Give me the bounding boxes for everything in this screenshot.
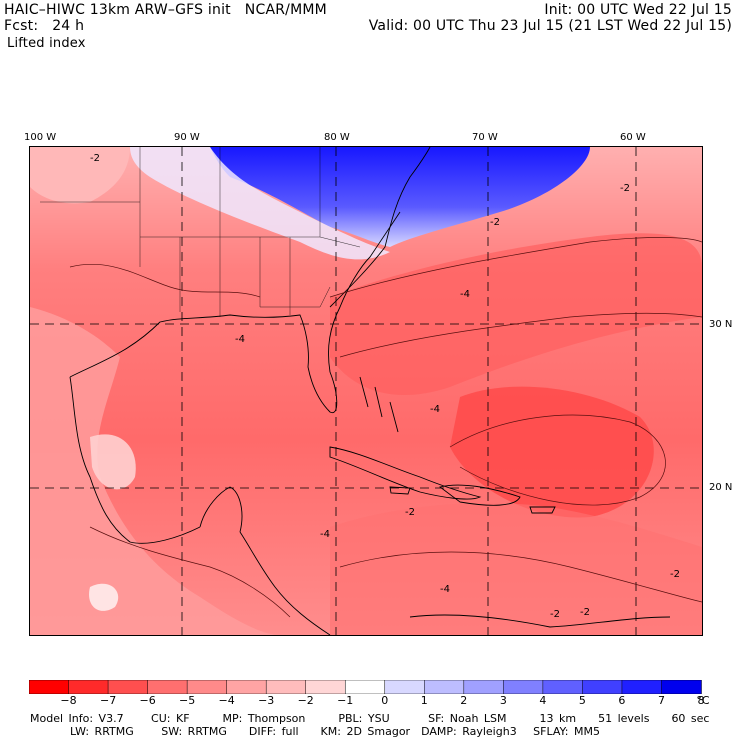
colorbar-swatch: [661, 680, 702, 694]
contour-lines: [69, 237, 702, 618]
northwest-pale-area: [30, 147, 130, 204]
contour-label: -2: [620, 183, 630, 194]
state-border-line: [260, 236, 361, 308]
lat-label-20n: 20 N: [709, 482, 733, 493]
colorbar-tick-label: −5: [178, 694, 196, 707]
contour-label: -2: [580, 607, 590, 618]
colorbar-tick-label: 6: [618, 694, 626, 707]
contour-label: -4: [430, 404, 440, 415]
colorbar-tick-label: 0: [381, 694, 389, 707]
colorbar-tick-label: −7: [99, 694, 117, 707]
colorbar-tick-label: −1: [337, 694, 354, 707]
yucatan-coast: [199, 486, 243, 533]
state-borders: [40, 147, 361, 317]
colorbar-swatch: [147, 680, 188, 694]
lifted-index-map: -2 -2 -2 -4 -4 -4 -4 -4 -2 -2 -2 -2: [29, 146, 703, 636]
cuba: [329, 446, 482, 500]
lat-label-30n: 30 N: [709, 319, 733, 330]
mexico-land: [30, 307, 280, 635]
colorbar-swatch: [542, 680, 584, 694]
gulf-stream-band: [330, 233, 702, 396]
colorbar-swatch: [107, 680, 149, 694]
caribbean-band: [330, 503, 702, 635]
colorbar-tick-label: 8: [697, 694, 705, 707]
contour-line: [339, 551, 702, 603]
state-border-line: [179, 237, 291, 317]
colorbar-tick-label: 2: [460, 694, 468, 707]
grid-lines: [30, 147, 702, 635]
contour-line: [89, 526, 291, 618]
colorbar-tick-label: −8: [60, 694, 77, 707]
central-america-coast: [239, 531, 331, 635]
mexico-gulf-coast: [69, 376, 201, 544]
colorbar-tick-label: 7: [658, 694, 665, 707]
colorbar-tick-label: −3: [258, 694, 275, 707]
colorbar-tick-label: 1: [420, 694, 428, 707]
contour-line: [329, 237, 702, 298]
contour-label: -2: [670, 569, 680, 580]
bahamas: [359, 376, 399, 433]
south-america-coast: [409, 614, 671, 628]
model-title: HAIC–HIWC 13km ARW–GFS init NCAR/MMM: [4, 2, 327, 18]
footer-physics-info: LW: RRTMG SW: RRTMG DIFF: full KM: 2D Sm…: [70, 725, 600, 738]
colorbar-swatch: [621, 680, 663, 694]
jamaica: [389, 486, 411, 495]
contour-line: [449, 414, 666, 506]
colorbar-tick-label: −2: [297, 694, 314, 707]
colorbar-tick-label: 5: [578, 694, 586, 707]
lon-label-70w: 70 W: [472, 132, 498, 143]
field-name: Lifted index: [7, 36, 86, 51]
lon-label-80w: 80 W: [324, 132, 350, 143]
colorbar-swatch: [265, 680, 307, 694]
contour-label: -4: [320, 529, 330, 540]
map-canvas: -2 -2 -2 -4 -4 -4 -4 -4 -2 -2 -2 -2: [30, 147, 702, 635]
lon-label-90w: 90 W: [174, 132, 200, 143]
colorbar-tick-label: 3: [499, 694, 507, 707]
western-gulf-patch: [90, 434, 136, 490]
contour-label: -2: [550, 609, 560, 620]
contour-label: -2: [405, 507, 415, 518]
hispaniola: [438, 484, 521, 506]
bay-of-campeche-patch: [89, 583, 119, 611]
state-border-line: [40, 147, 321, 267]
colorbar-swatch: [186, 680, 228, 694]
colorbar-tick-label: −6: [139, 694, 156, 707]
valid-time: Valid: 00 UTC Thu 23 Jul 15 (21 LST Wed …: [368, 18, 732, 34]
colorbar-tick-label: 4: [539, 694, 547, 707]
forecast-hour: Fcst: 24 h: [4, 18, 85, 34]
coastlines: [69, 147, 671, 635]
colorbar-swatch: [384, 680, 426, 694]
colorbar-swatch: [68, 680, 109, 694]
colorbar-swatch: [424, 680, 465, 694]
us-east-coast: [329, 147, 431, 308]
lon-label-100w: 100 W: [24, 132, 57, 143]
colorbar: [29, 680, 702, 694]
colorbar-swatch: [305, 680, 346, 694]
colorbar-tick-label: −4: [218, 694, 235, 707]
colorbar-unit: °C: [696, 694, 710, 707]
puerto-rico: [529, 506, 556, 514]
north-white-fringe: [130, 147, 390, 260]
lon-label-60w: 60 W: [620, 132, 646, 143]
contour-label: -2: [490, 217, 500, 228]
us-gulf-coast: [69, 211, 401, 413]
contour-label: -4: [235, 334, 245, 345]
colorbar-swatch: [503, 680, 544, 694]
init-time: Init: 00 UTC Wed 22 Jul 15: [544, 2, 732, 18]
colorbar-swatch: [29, 680, 70, 694]
colorbar-swatch: [344, 680, 386, 694]
colorbar-swatch: [463, 680, 505, 694]
contour-labels: -2 -2 -2 -4 -4 -4 -4 -4 -2 -2 -2 -2: [90, 153, 680, 620]
footer-model-info: Model Info: V3.7 CU: KF MP: Thompson PBL…: [30, 712, 710, 725]
colorbar-swatch: [582, 680, 623, 694]
contour-label: -2: [90, 153, 100, 164]
contour-label: -4: [440, 584, 450, 595]
contour-line: [69, 263, 261, 298]
strong-instability-zone: [450, 386, 654, 518]
colorbar-swatch: [226, 680, 267, 694]
contour-label: -4: [460, 289, 470, 300]
contour-line: [339, 312, 702, 358]
